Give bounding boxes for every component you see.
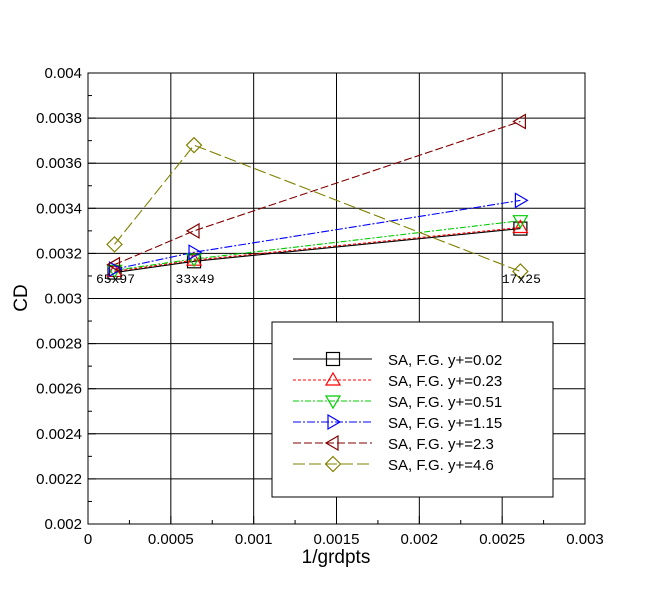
y-tick-label: 0.0034 — [36, 200, 82, 217]
data-point-triangle-right — [514, 192, 529, 209]
series-line-2 — [114, 226, 521, 272]
x-tick-label: 0.0015 — [314, 531, 360, 548]
x-axis-label: 1/grdpts — [302, 547, 371, 568]
legend-label-3: SA, F.G. y+=0.51 — [388, 394, 502, 411]
data-point-square — [186, 254, 202, 269]
data-point-triangle-left — [512, 113, 526, 130]
data-point-triangle-down — [512, 215, 529, 229]
x-tick-label: 0.003 — [566, 531, 604, 548]
data-point-triangle-down — [185, 253, 203, 268]
series-line-3 — [114, 220, 521, 271]
series-line-5 — [114, 120, 521, 266]
legend-label-5: SA, F.G. y+=2.3 — [388, 436, 494, 453]
x-tick-label: 0.001 — [235, 531, 273, 548]
y-tick-labels: 0.002 0.0022 0.0024 0.0026 0.0028 0.003 0.0032… — [36, 65, 82, 533]
y-tick-label: 0.0036 — [36, 155, 82, 172]
y-tick-label: 0.002 — [44, 516, 82, 533]
legend-items: SA, F.G. y+=0.02 SA, F.G. y+=0.23 SA, F.G.… — [293, 351, 502, 474]
y-tick-label: 0.0026 — [36, 381, 82, 398]
legend: SA, F.G. y+=0.02 SA, F.G. y+=0.23 SA, F.G.… — [271, 321, 554, 498]
legend-label-6: SA, F.G. y+=4.6 — [388, 457, 494, 474]
series-line-1 — [114, 228, 521, 274]
data-point-triangle-left — [106, 256, 121, 273]
grid-size-label: 65x97 — [96, 272, 135, 287]
y-tick-label: 0.0032 — [36, 245, 82, 262]
data-point-diamond — [512, 263, 529, 280]
legend-marker-triangle-right — [327, 413, 342, 431]
data-point-triangle-right — [108, 261, 123, 278]
y-tick-label: 0.0038 — [36, 110, 82, 127]
legend-marker-triangle-up — [324, 371, 342, 386]
legend-marker-triangle-left — [324, 434, 339, 452]
x-tick-label: 0.0005 — [148, 531, 194, 548]
legend-label-4: SA, F.G. y+=1.15 — [388, 415, 502, 432]
x-tick-label: 0.0025 — [479, 531, 525, 548]
legend-box — [271, 321, 554, 498]
legend-label-1: SA, F.G. y+=0.02 — [388, 352, 502, 369]
series-line-6 — [114, 144, 521, 272]
data-point-triangle-up — [512, 219, 529, 234]
y-tick-label: 0.0022 — [36, 471, 82, 488]
axis-ticks — [87, 72, 586, 525]
data-point-diamond — [185, 136, 203, 154]
x-tick-label: 0 — [84, 531, 92, 548]
y-tick-label: 0.003 — [44, 291, 82, 308]
y-tick-label: 0.0024 — [36, 426, 82, 443]
data-point-square — [513, 221, 528, 236]
y-axis-label: CD — [11, 284, 32, 311]
legend-marker-diamond — [324, 455, 342, 473]
data-point-triangle-left — [185, 222, 200, 239]
grid-size-annotations: 65x97 33x49 17x25 — [96, 272, 541, 287]
data-point-triangle-right — [188, 244, 203, 261]
x-tick-label: 0.002 — [401, 531, 439, 548]
data-point-square — [107, 265, 122, 280]
series-markers — [106, 113, 529, 280]
x-tick-labels: 0 0.0005 0.001 0.0015 0.002 0.0025 0.003 — [84, 531, 604, 548]
legend-marker-square — [325, 351, 341, 367]
y-tick-label: 0.0028 — [36, 336, 82, 353]
data-point-diamond — [106, 236, 123, 253]
legend-marker-triangle-down — [324, 395, 342, 410]
grid-size-label: 33x49 — [176, 272, 215, 287]
legend-label-2: SA, F.G. y+=0.23 — [388, 373, 502, 390]
y-tick-label: 0.004 — [44, 65, 82, 82]
grid-size-label: 17x25 — [502, 272, 541, 287]
